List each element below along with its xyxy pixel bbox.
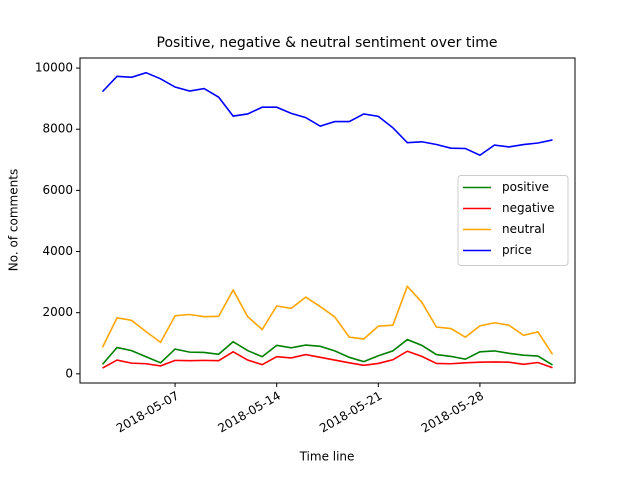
legend-label: price [502,243,532,257]
legend-label: neutral [502,222,545,236]
y-tick-label: 8000 [42,122,73,136]
legend-label: positive [502,180,549,194]
series-line [101,71,553,157]
series-line [101,338,553,366]
legend-label: negative [502,201,554,215]
y-tick-label: 10000 [35,61,73,75]
plot-frame [79,57,576,384]
legend-box [457,175,569,266]
y-tick-label: 0 [65,366,73,380]
y-tick-label: 4000 [42,244,73,258]
x-axis-label: Time line [299,450,355,464]
y-axis-label: No. of comments [7,169,21,271]
y-tick-label: 2000 [42,305,73,319]
series-line [101,284,554,355]
chart-title: Positive, negative & neutral sentiment o… [157,35,498,51]
series-line [102,350,553,369]
y-tick-label: 6000 [42,183,73,197]
